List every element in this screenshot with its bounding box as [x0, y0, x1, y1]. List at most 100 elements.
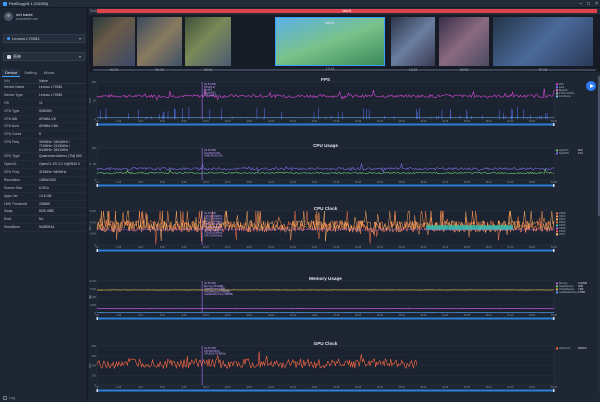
legend-label: BigJank: [559, 89, 568, 92]
minimize-icon[interactable]: –: [579, 1, 583, 7]
x-tick-label: 16:51: [246, 181, 253, 184]
range-handle-left[interactable]: [96, 184, 99, 187]
legend-swatch: [556, 285, 558, 288]
range-handle-right[interactable]: [553, 389, 555, 392]
info-row: CPU Freq 300MHz~1804MHz / 710MHz~2419MHz …: [3, 139, 86, 154]
screenshot-strip[interactable]: 00:23 06:25 08:46 label1 13:33 19:53 36:53 57:0…: [89, 15, 600, 72]
x-tick-label: 32:34: [377, 120, 384, 123]
x-tick-label: 10:15: [203, 120, 210, 123]
range-handle-left[interactable]: [96, 389, 99, 392]
close-icon[interactable]: ×: [595, 1, 598, 7]
x-tick-label: 27:48: [333, 314, 340, 317]
info-row: OS 11: [3, 100, 86, 108]
x-tick-label: 32:34: [377, 181, 384, 184]
range-handle-right[interactable]: [553, 184, 555, 187]
app-selector[interactable]: 原神 ▾: [3, 52, 85, 61]
log-toggle[interactable]: Log: [3, 396, 15, 400]
user-profile[interactable]: mrt bable ecantable.net: [4, 12, 38, 22]
range-handle-left[interactable]: [96, 123, 99, 126]
tab-about[interactable]: About: [43, 70, 55, 75]
x-tick-label: 52:04: [529, 246, 536, 249]
info-row: CPU Type SM8350: [3, 108, 86, 116]
scene-bar[interactable]: SceneSet label1: [89, 8, 600, 14]
legend-value: 680MHz: [578, 347, 588, 350]
x-tick-label: 27:48: [333, 246, 340, 249]
x-tick-label: 2:46: [116, 181, 121, 184]
window-controls: – □ ×: [579, 1, 598, 7]
info-value: 9e55004d: [39, 225, 55, 230]
range-handle-right[interactable]: [553, 317, 555, 320]
info-key: CPU ABI: [4, 116, 18, 121]
screenshot-thumbnail[interactable]: 36:53: [439, 17, 489, 72]
info-value: ARM64-V8A: [39, 124, 58, 129]
thumbnail-scrollbar[interactable]: [93, 69, 596, 71]
checkbox-icon[interactable]: [3, 396, 7, 400]
legend-label: VirtualMemory: [559, 288, 575, 291]
range-handle-left[interactable]: [96, 317, 99, 320]
y-axis-unit: %: [89, 162, 92, 165]
screenshot-thumbnail[interactable]: 08:46: [185, 17, 231, 72]
x-tick-label: 51:16: [507, 386, 514, 389]
time-range-slider[interactable]: [97, 249, 554, 252]
info-key: CPU Cores: [4, 132, 22, 137]
legend-label: TotalCPU: [559, 152, 569, 155]
legend-label: Jank: [559, 86, 565, 89]
screenshot-thumbnail[interactable]: 00:23: [93, 17, 135, 72]
x-tick-label: 30:43: [355, 181, 362, 184]
chart-title-gpu: GPU Clock: [314, 341, 338, 346]
cpu-core-series-line: [96, 228, 555, 231]
scene-marker-bar[interactable]: label1: [97, 9, 597, 13]
legend-swatch: [556, 95, 558, 98]
screenshot-thumbnail[interactable]: label1 13:33: [275, 17, 385, 71]
info-row: LMK Threshold 256MB: [3, 201, 86, 209]
time-range-slider[interactable]: [97, 317, 554, 320]
y-tick-label: 10,000: [89, 279, 97, 283]
legend-label: GPUClock: [559, 347, 571, 350]
appcpu-series-line: [96, 168, 555, 175]
x-tick-label: 4:33: [138, 246, 143, 249]
legend-swatch: [556, 212, 558, 215]
maximize-icon[interactable]: □: [587, 1, 591, 7]
thumbnail-time: 57:05: [538, 68, 548, 72]
device-selector[interactable]: Lenovo L70081 ▾: [3, 34, 85, 43]
range-handle-left[interactable]: [96, 249, 99, 252]
device-status-icon: [7, 37, 10, 40]
x-tick-label: 53:06: [551, 386, 558, 389]
tab-setting[interactable]: Setting: [24, 70, 37, 75]
info-value: Lenovo L70081: [39, 92, 63, 97]
screenshot-thumbnail[interactable]: 06:25: [137, 17, 182, 72]
screenshot-thumbnail[interactable]: 19:53: [391, 17, 435, 72]
time-range-slider[interactable]: [97, 389, 554, 392]
info-value: OpenGL ES 3.2 V@0530.0: [39, 162, 80, 167]
legend-swatch: [556, 233, 558, 236]
x-tick-label: 45:45: [464, 246, 471, 249]
range-handle-right[interactable]: [553, 123, 555, 126]
legend-swatch: [556, 291, 558, 294]
x-tick-label: 51:16: [507, 120, 514, 123]
charts-svg[interactable]: FPS100500FPS[11:05.005]FPS(60.0)Jank(0)B…: [89, 73, 597, 402]
x-tick-label: 51:16: [507, 181, 514, 184]
time-range-slider[interactable]: [97, 184, 554, 187]
screenshot-thumbnail[interactable]: 57:05: [493, 17, 593, 72]
play-icon[interactable]: [586, 81, 596, 91]
x-tick-label: 52:04: [529, 120, 536, 123]
legend-label: AppCPU: [559, 149, 569, 152]
x-tick-label: 27:48: [333, 120, 340, 123]
vertical-scrollbar[interactable]: [597, 73, 600, 393]
y-tick-label: 2,500: [90, 232, 97, 236]
x-tick-label: 5:32: [160, 120, 165, 123]
avatar-icon: [4, 12, 13, 21]
x-tick-label: 21:40: [290, 386, 297, 389]
x-tick-label: 53:06: [551, 246, 558, 249]
time-range-slider[interactable]: [97, 123, 554, 126]
legend-label: CPU2: [559, 218, 566, 221]
x-tick-label: 32:34: [377, 246, 384, 249]
legend-value: 80%: [578, 149, 584, 152]
x-tick-label: 45:45: [464, 120, 471, 123]
vertical-scroll-thumb[interactable]: [597, 76, 600, 216]
range-handle-right[interactable]: [553, 249, 555, 252]
info-key: GPU Type: [4, 154, 20, 159]
x-tick-label: 21:40: [290, 314, 297, 317]
cursor-readout: BigJank(0): [204, 91, 216, 94]
tab-device[interactable]: Device: [2, 69, 21, 77]
